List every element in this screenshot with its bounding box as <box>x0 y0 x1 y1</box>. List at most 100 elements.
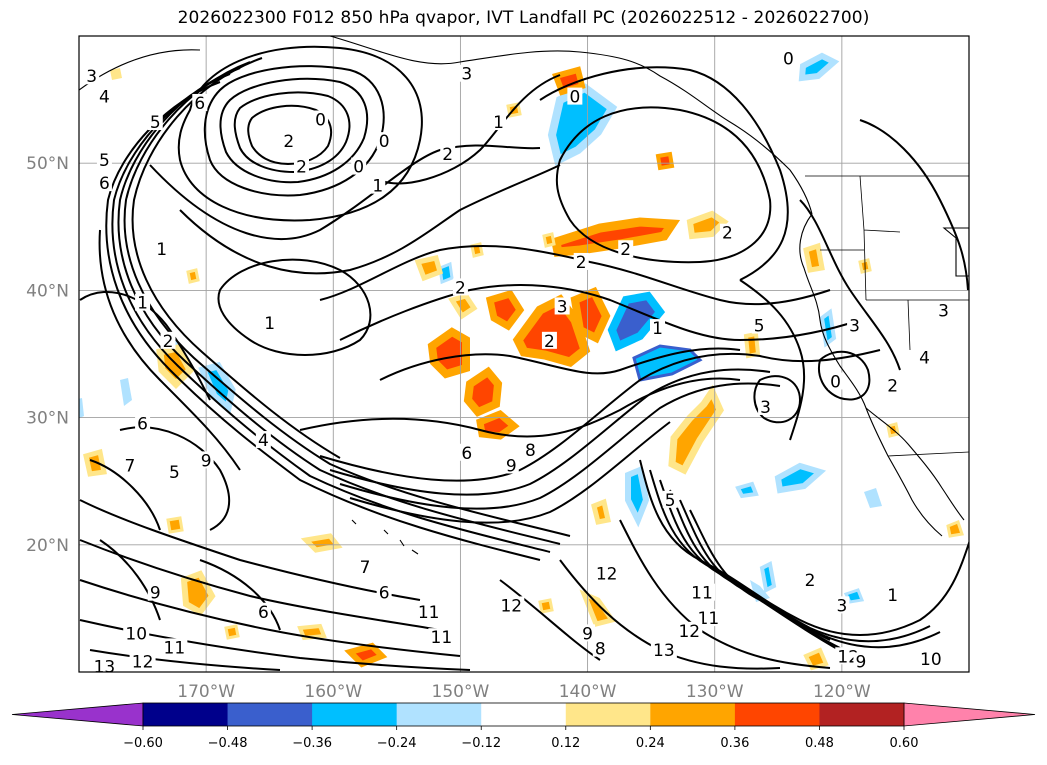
shading-negative <box>819 308 837 348</box>
shading-positive <box>463 366 503 417</box>
contour-label: 13 <box>94 657 116 677</box>
shading-negative <box>79 398 84 419</box>
contour-label: 6 <box>99 174 110 194</box>
contour-label: 7 <box>124 456 135 476</box>
contour-label-bg <box>758 397 774 415</box>
shading-positive <box>485 289 525 331</box>
colorbar-tick-label: −0.24 <box>377 736 417 751</box>
contour-label-bg <box>541 331 557 349</box>
colorbar: −0.60 −0.48 −0.36 −0.24 −0.12 0.12 0.24 0.36 0.4… <box>11 702 1036 751</box>
island <box>942 227 969 277</box>
contour-label: 2 <box>296 158 307 178</box>
contour-label-bg <box>135 293 151 311</box>
contour-label-bg <box>662 490 678 508</box>
contour-label: 2 <box>722 224 733 244</box>
contour-label-bg <box>885 376 901 394</box>
contour-label-bg <box>166 462 182 480</box>
shading-positive <box>655 151 675 171</box>
shading-negative <box>864 488 882 508</box>
contour-label-bg <box>428 628 455 646</box>
colorbar-tick-label: −0.60 <box>123 736 163 751</box>
contour-label: 0 <box>353 158 364 178</box>
shading-positive <box>591 498 611 525</box>
colorbar-bin <box>650 703 736 726</box>
contour-label: 11 <box>418 603 440 623</box>
shading-positive <box>803 647 829 671</box>
shading-positive <box>166 516 184 534</box>
qvapor-contours <box>79 45 969 671</box>
contour-label: 3 <box>760 398 771 418</box>
lon-tick-label: 120°W <box>813 682 871 702</box>
contour-label-bg <box>135 414 151 432</box>
colorbar-bin <box>312 703 398 726</box>
lon-tick-label: 170°W <box>177 682 235 702</box>
contour-label-bg <box>161 638 188 656</box>
contour-label: 2 <box>455 278 466 298</box>
lon-tick-label: 150°W <box>432 682 490 702</box>
baja-coast <box>865 407 965 521</box>
contour-label: 9 <box>582 624 593 644</box>
contour-label: 11 <box>431 628 453 648</box>
contour-label: 1 <box>887 586 898 606</box>
contour-label: 0 <box>569 88 580 108</box>
contour-label-bg <box>160 331 176 349</box>
shading-positive <box>186 268 200 284</box>
shading-positive <box>512 294 591 367</box>
pc-shading-layer <box>79 52 964 671</box>
contour-label: 4 <box>258 431 269 451</box>
contour-label: 11 <box>691 584 713 604</box>
contour-label-bg <box>751 316 767 334</box>
shading-negative <box>625 465 650 528</box>
contour-label-bg <box>123 624 150 642</box>
colorbar-bin <box>396 703 482 726</box>
contour-label-bg <box>147 583 163 601</box>
contour-label-bg <box>802 570 818 588</box>
contour-label: 1 <box>156 240 167 260</box>
contour-label-bg <box>452 278 468 296</box>
shading-negative <box>774 462 827 494</box>
contour-label: 4 <box>919 348 930 368</box>
contour-label-bg <box>459 443 475 461</box>
contour-label: 5 <box>99 151 110 171</box>
contour-label: 2 <box>805 571 816 591</box>
contour-label: 10 <box>920 650 942 670</box>
contour-label: 1 <box>652 319 663 339</box>
shading-positive <box>803 242 825 273</box>
colorbar-over-arrow <box>903 702 1036 727</box>
lon-tick-label: 140°W <box>559 682 617 702</box>
contour-label-bg <box>262 314 278 332</box>
shading-positive <box>110 68 122 80</box>
contour-label-bg <box>834 596 850 614</box>
contour-label-bg <box>281 132 297 150</box>
contour-label-bg <box>96 87 112 105</box>
shading-positive <box>538 598 554 614</box>
contour-label: 9 <box>150 584 161 604</box>
contour-label: 1 <box>493 113 504 133</box>
contour-label-bg <box>255 431 271 449</box>
contour-label: 0 <box>830 373 841 393</box>
contour-label: 5 <box>754 317 765 337</box>
shading-positive <box>83 448 107 477</box>
contour-label: 0 <box>315 110 326 130</box>
contour-label-bg <box>780 49 796 67</box>
colorbar-tick-label: −0.36 <box>292 736 332 751</box>
contour-label-bg <box>491 113 507 131</box>
colorbar-bin <box>565 703 651 726</box>
shading-positive <box>414 255 444 282</box>
contour-label-bg <box>719 223 735 241</box>
contour-label: 2 <box>620 240 631 260</box>
colorbar-under-arrow <box>11 702 144 727</box>
lat-tick-label: 40°N <box>26 281 69 301</box>
contour-label-bg <box>154 240 170 258</box>
coastlines <box>79 36 969 555</box>
contour-label-bg <box>370 176 386 194</box>
contour-label-bg <box>376 583 392 601</box>
contour-label-bg <box>567 87 583 105</box>
contour-label: 2 <box>163 332 174 352</box>
shading-negative <box>798 52 840 82</box>
contour-label: 0 <box>783 49 794 69</box>
contour-label: 7 <box>360 558 371 578</box>
contour-label: 12 <box>132 652 154 672</box>
contour-label-bg <box>147 113 163 131</box>
alaska-coast <box>79 36 813 215</box>
